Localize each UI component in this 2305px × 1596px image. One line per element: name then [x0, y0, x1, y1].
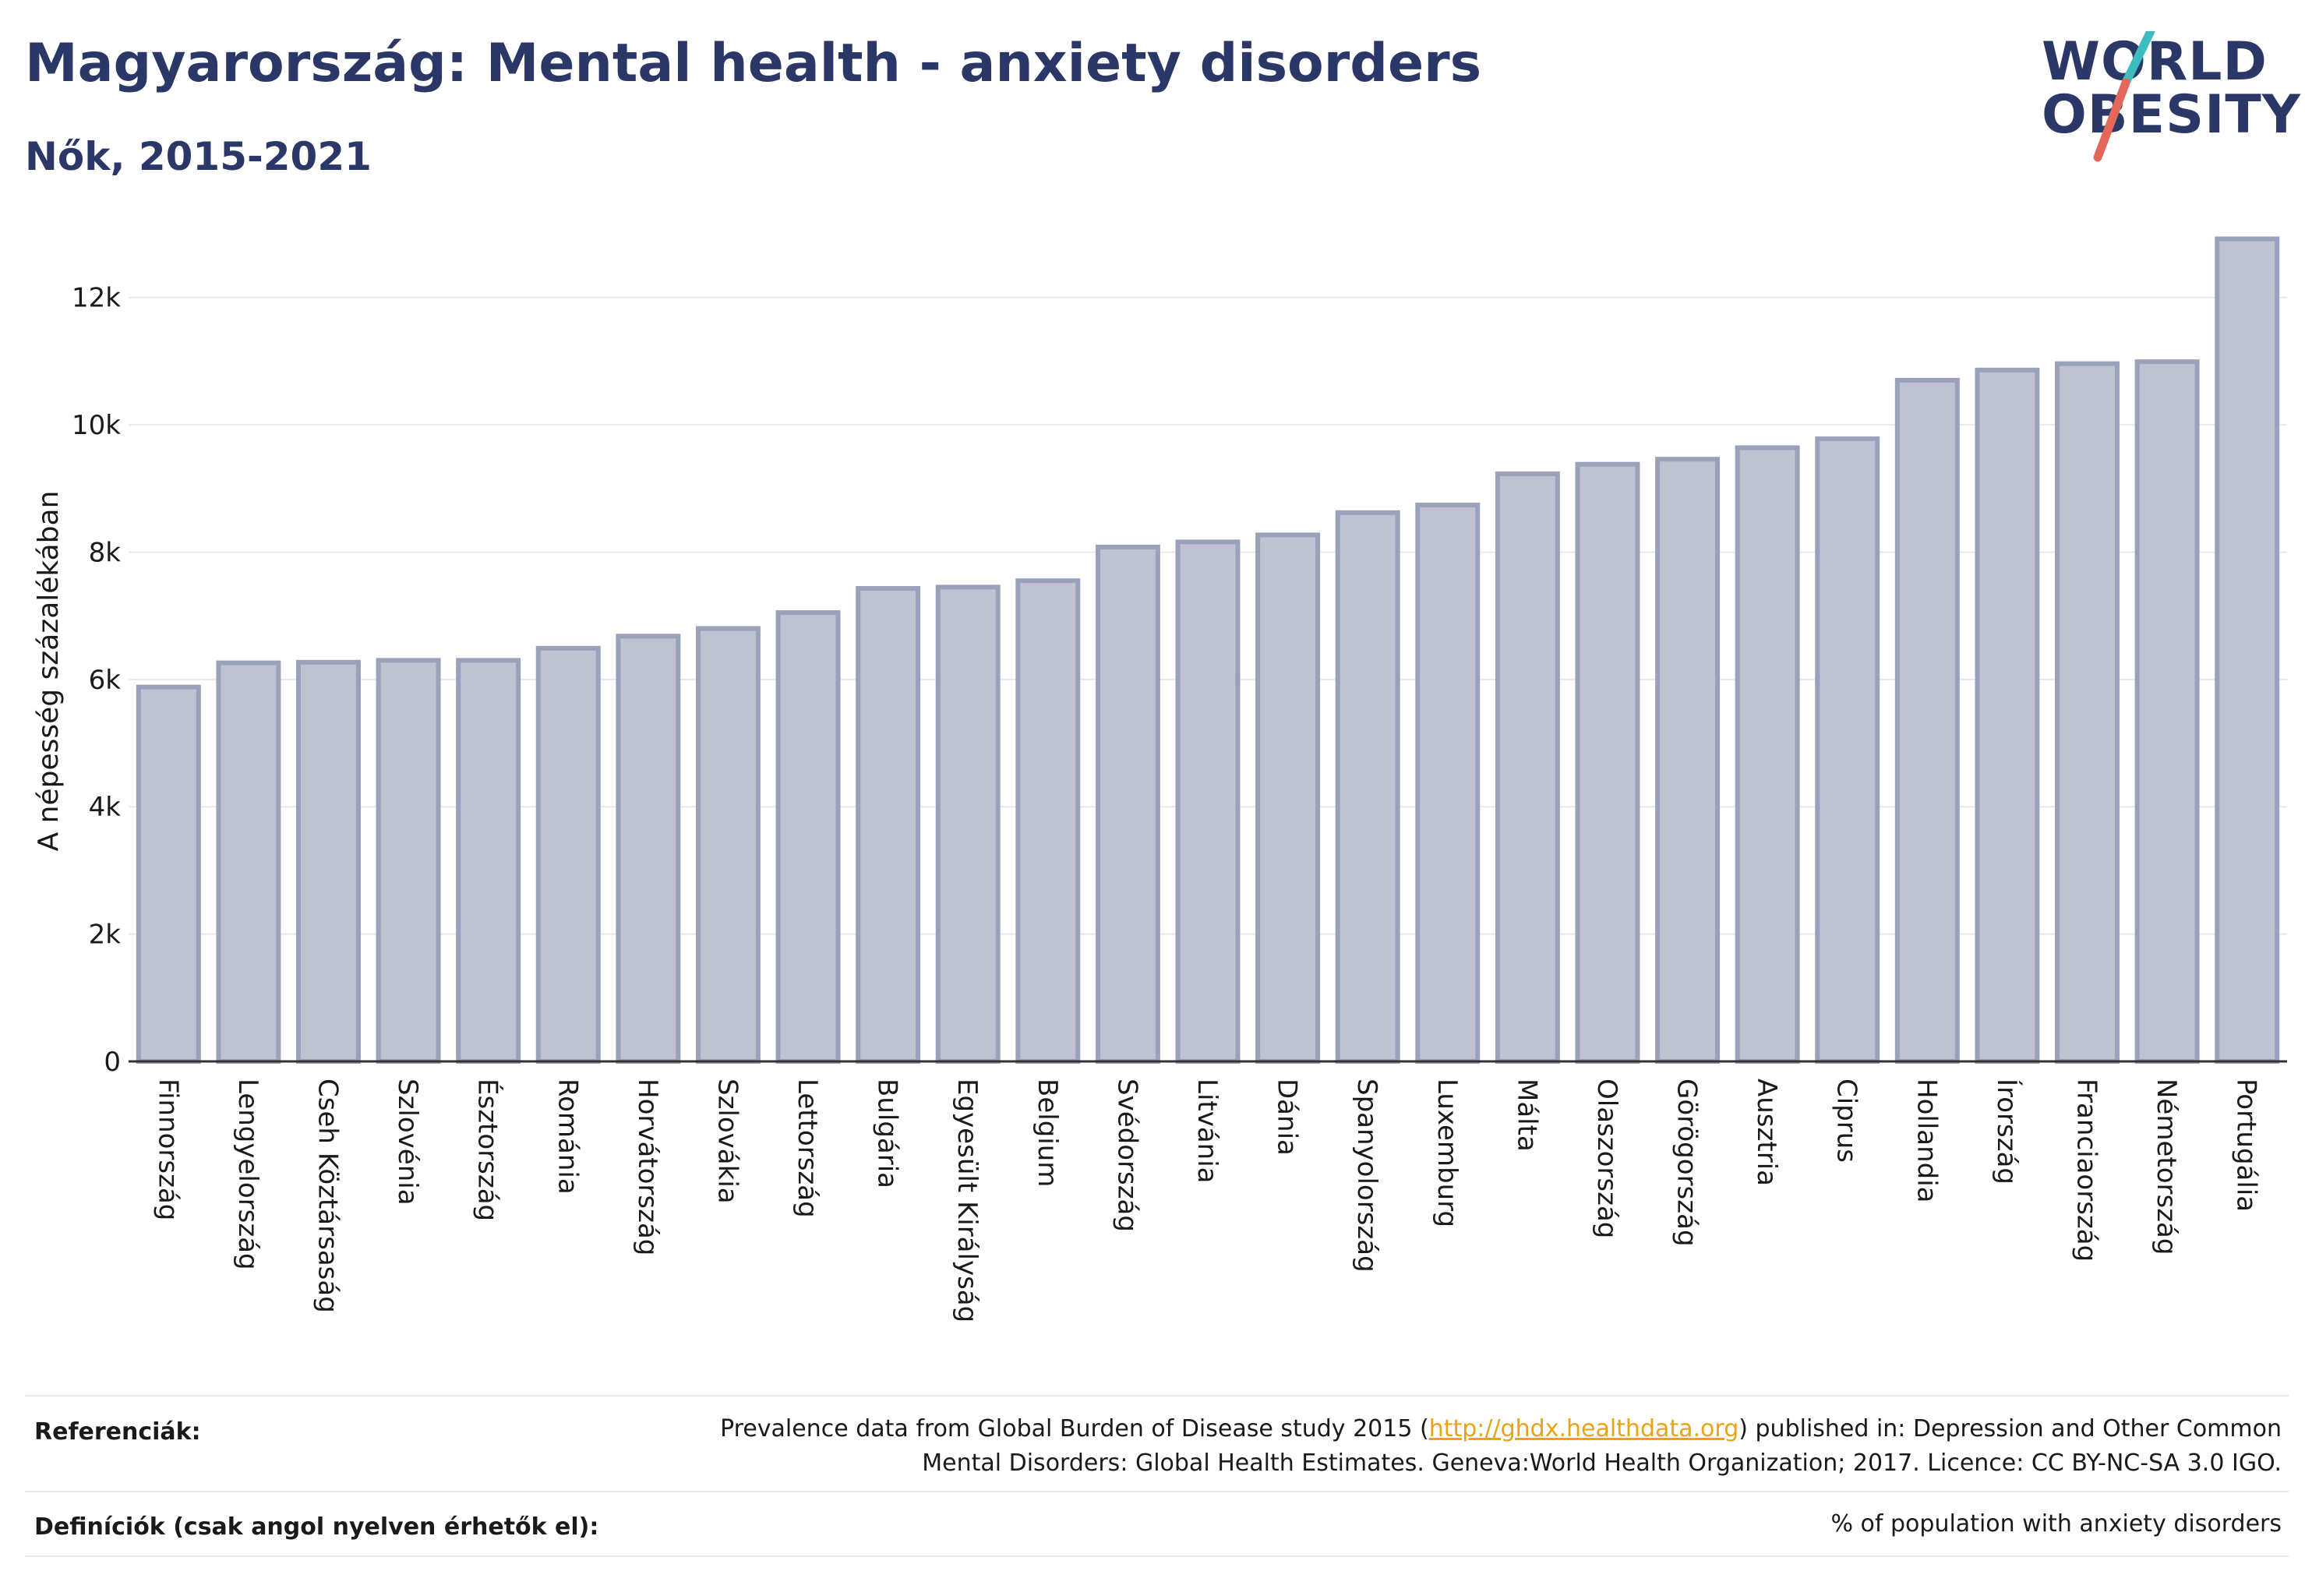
bar[interactable]	[216, 660, 281, 1064]
footer-divider-middle	[25, 1491, 2289, 1492]
x-tick-label: Svédország	[1111, 1079, 1142, 1232]
x-tick-label: Olaszország	[1591, 1079, 1622, 1238]
x-tick-label: Málta	[1511, 1079, 1542, 1152]
x-tick-label: Lengyelország	[232, 1079, 263, 1270]
x-tick-label: Franciaország	[2071, 1079, 2102, 1262]
bar[interactable]	[1894, 377, 1960, 1064]
bar[interactable]	[856, 586, 921, 1064]
x-tick-label: Észtország	[472, 1079, 504, 1221]
bar[interactable]	[1815, 436, 1880, 1064]
x-tick-label: Horvátország	[632, 1079, 663, 1255]
x-tick-label: Szlovénia	[392, 1079, 423, 1206]
bar[interactable]	[1095, 544, 1160, 1064]
references-text: Prevalence data from Global Burden of Di…	[720, 1412, 2282, 1481]
bar[interactable]	[1975, 367, 2040, 1064]
logo-slash-icon	[2093, 31, 2155, 162]
bar[interactable]	[535, 645, 601, 1064]
bar[interactable]	[1735, 445, 1800, 1064]
x-tick-label: Dánia	[1272, 1079, 1303, 1156]
x-tick-label: Szlovákia	[711, 1079, 743, 1204]
bar[interactable]	[1575, 461, 1640, 1064]
y-tick-label: 8k	[89, 537, 122, 568]
x-tick-label: Hollandia	[1911, 1079, 1942, 1203]
bar[interactable]	[1495, 471, 1560, 1064]
bar[interactable]	[456, 658, 521, 1064]
x-tick-label: Belgium	[1032, 1079, 1063, 1187]
logo-line-2: OBESITY	[2042, 84, 2301, 146]
x-tick-label: Írország	[1991, 1079, 2023, 1185]
y-tick-label: 2k	[89, 920, 122, 951]
bar[interactable]	[1255, 532, 1321, 1064]
bar[interactable]	[2055, 361, 2120, 1065]
references-link[interactable]: http://ghdx.healthdata.org	[1428, 1415, 1739, 1442]
bar[interactable]	[296, 659, 361, 1064]
bar[interactable]	[136, 684, 201, 1064]
bar[interactable]	[1415, 503, 1481, 1064]
y-tick-label: 6k	[89, 665, 122, 696]
x-tick-label: Cseh Köztársaság	[312, 1079, 343, 1313]
x-tick-label: Németország	[2151, 1079, 2182, 1255]
world-obesity-logo: WORLD OBESITY	[2034, 31, 2300, 171]
definitions-text: % of population with anxiety disorders	[1830, 1510, 2282, 1538]
bar[interactable]	[616, 634, 681, 1064]
x-tick-label: Portugália	[2231, 1079, 2262, 1212]
bar[interactable]	[376, 658, 441, 1064]
chart-title: Magyarország: Mental health - anxiety di…	[25, 33, 1482, 94]
references-label: Referenciák:	[34, 1418, 201, 1446]
y-tick-label: 10k	[72, 410, 121, 441]
bar[interactable]	[1015, 578, 1081, 1064]
definitions-label: Definíciók (csak angol nyelven érhetők e…	[34, 1513, 599, 1541]
x-tick-label: Bulgária	[872, 1079, 903, 1188]
x-tick-label: Finnország	[152, 1079, 183, 1220]
y-tick-labels: 0 2k 4k 6k 8k 10k 12k	[72, 283, 121, 1078]
x-tick-label: Lettország	[792, 1079, 823, 1218]
logo-line-1: WORLD	[2042, 31, 2268, 93]
references-line-2: Mental Disorders: Global Health Estimate…	[922, 1449, 2282, 1477]
references-text-pre: Prevalence data from Global Burden of Di…	[720, 1415, 1429, 1442]
bar[interactable]	[2134, 359, 2200, 1064]
y-tick-label: 12k	[72, 283, 121, 314]
x-tick-labels: Finnország Lengyelország Cseh Köztársaság S…	[152, 1079, 2261, 1322]
y-tick-label: 4k	[89, 792, 122, 823]
chart-subtitle: Nők, 2015-2021	[25, 134, 372, 179]
x-tick-label: Ciprus	[1831, 1079, 1862, 1163]
x-tick-label: Ausztria	[1751, 1079, 1782, 1186]
footer-divider-bottom	[25, 1555, 2289, 1557]
footer-divider-top	[25, 1395, 2289, 1396]
x-tick-label: Románia	[552, 1079, 583, 1195]
x-tick-label: Görögország	[1671, 1079, 1703, 1247]
bar-chart: 0 2k 4k 6k 8k 10k 12k Finnország Lengyelország C…	[33, 236, 2287, 1322]
x-tick-label: Litvánia	[1191, 1079, 1223, 1184]
bar[interactable]	[1335, 510, 1400, 1064]
x-tick-label: Luxemburg	[1431, 1079, 1463, 1227]
bar[interactable]	[2215, 236, 2280, 1064]
bars-layer	[136, 236, 2280, 1065]
references-line-1: Prevalence data from Global Burden of Di…	[720, 1412, 2282, 1446]
references-text-post: ) published in: Depression and Other Com…	[1738, 1415, 2282, 1442]
bar[interactable]	[695, 626, 761, 1064]
bar[interactable]	[1175, 539, 1241, 1064]
bar[interactable]	[935, 584, 1001, 1064]
x-tick-label: Spanyolország	[1351, 1079, 1382, 1273]
y-axis-label: A népesség százalékában	[33, 491, 65, 852]
bar[interactable]	[775, 610, 841, 1064]
y-tick-label: 0	[104, 1047, 121, 1078]
x-tick-label: Egyesült Királyság	[951, 1079, 983, 1322]
bar[interactable]	[1655, 457, 1721, 1064]
